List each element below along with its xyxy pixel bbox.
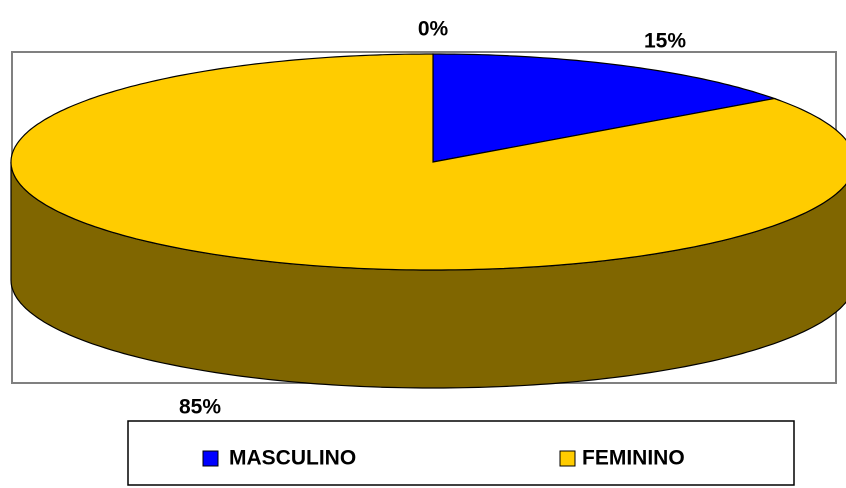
legend-label: MASCULINO bbox=[229, 447, 356, 470]
pie-slice bbox=[10, 53, 846, 271]
data-label: 15% bbox=[644, 30, 686, 53]
legend-box bbox=[127, 420, 795, 486]
legend-swatch bbox=[559, 450, 576, 467]
legend-swatch bbox=[202, 450, 219, 467]
data-label: 0% bbox=[418, 18, 449, 41]
legend-label: FEMININO bbox=[582, 447, 685, 470]
pie-slice bbox=[432, 53, 777, 163]
data-label: 85% bbox=[179, 396, 221, 419]
